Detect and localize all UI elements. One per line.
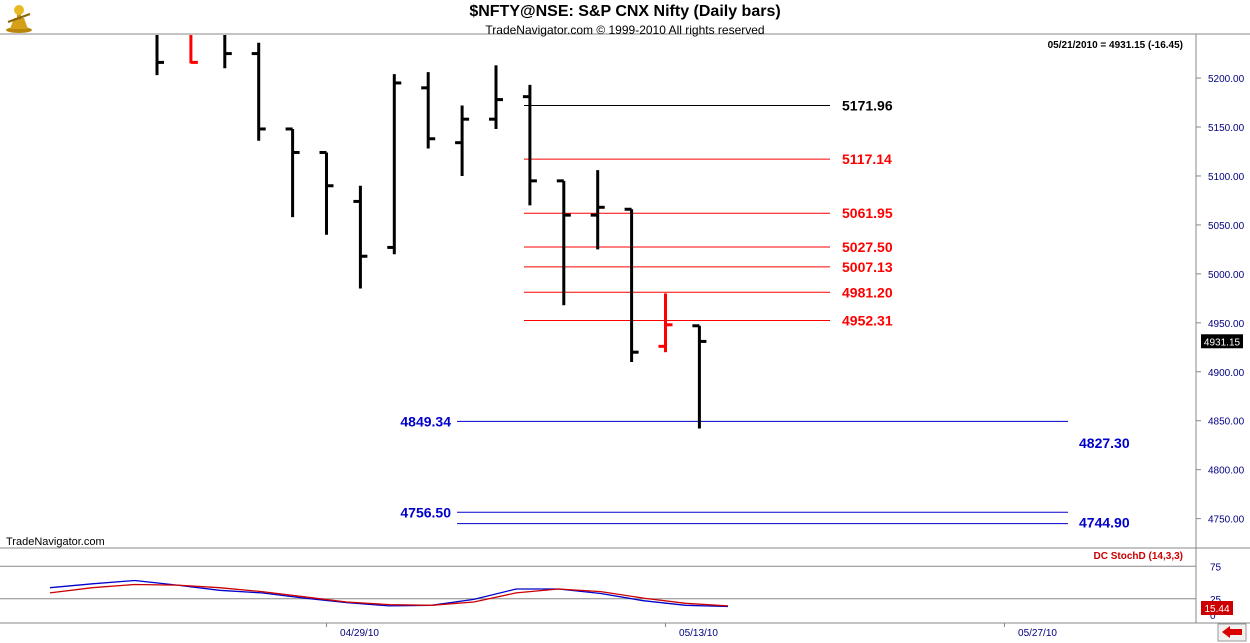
ohlc-bar	[658, 293, 673, 353]
price-badge: 4931.15	[1201, 334, 1243, 349]
ohlc-bar	[319, 150, 334, 235]
price-tick-label: 4900.00	[1208, 368, 1245, 379]
level-label: 4827.30	[1079, 435, 1130, 451]
price-panel: 4750.00 4800.00 4850.00 4900.00 4950.00 5000.…	[0, 33, 1250, 549]
stochastic-series-line	[49, 583, 729, 607]
stochastic-tick-label: 0	[1210, 611, 1216, 622]
level-label: 5171.96	[842, 98, 893, 114]
level-label: 4756.50	[400, 504, 451, 520]
stochastic-badge: 15.44	[1201, 601, 1233, 615]
ohlc-bar	[223, 35, 232, 69]
last-value-readout: 05/21/2010 = 4931.15 (-16.45)	[1048, 40, 1183, 51]
ohlc-bar	[522, 84, 537, 206]
chart-title: $NFTY@NSE: S&P CNX Nifty (Daily bars)	[469, 3, 781, 20]
price-tick-label: 5050.00	[1208, 221, 1245, 232]
price-tick-label: 4750.00	[1208, 515, 1245, 526]
x-tick-label: 05/27/10	[1018, 628, 1057, 639]
price-tick-label: 5000.00	[1208, 270, 1245, 281]
stochastic-series-line	[49, 579, 729, 608]
stochastic-tick-label: 25	[1210, 595, 1222, 606]
x-tick-label: 05/13/10	[679, 628, 718, 639]
stochastic-panel: 0 25 75 DC StochD (14,3,3) 15.44	[0, 548, 1250, 624]
level-label: 5061.95	[842, 205, 893, 221]
price-tick-label: 4800.00	[1208, 466, 1245, 477]
level-label: 5117.14	[842, 151, 892, 167]
price-tick-label: 5200.00	[1208, 74, 1245, 85]
price-tick-label: 5150.00	[1208, 123, 1245, 134]
price-tick-label: 5100.00	[1208, 172, 1245, 183]
price-tick-label: 4850.00	[1208, 417, 1245, 428]
level-label: 4952.31	[842, 313, 893, 329]
stochastic-tick-label: 75	[1210, 562, 1222, 573]
ohlc-bar	[590, 170, 605, 250]
ohlc-bar	[189, 35, 198, 64]
ohlc-bar	[285, 127, 300, 218]
watermark: TradeNavigator.com	[6, 536, 105, 548]
x-tick-label: 04/29/10	[340, 628, 379, 639]
price-badge-text: 4931.15	[1204, 337, 1241, 348]
level-label: 4849.34	[400, 413, 451, 429]
ohlc-bar	[421, 72, 436, 149]
level-label: 4981.20	[842, 284, 893, 300]
trade-navigator-logo-icon	[6, 5, 32, 33]
ohlc-bar	[155, 35, 164, 76]
scroll-right-arrow-icon[interactable]	[1217, 623, 1247, 642]
ohlc-bar	[692, 324, 707, 429]
ohlc-bar	[251, 42, 266, 141]
ohlc-bar	[387, 74, 402, 255]
ohlc-bar	[353, 185, 368, 289]
stochastic-badge-text: 15.44	[1204, 604, 1229, 615]
ohlc-bar	[556, 179, 571, 306]
ohlc-bar	[624, 207, 639, 362]
ohlc-bar	[489, 65, 503, 129]
ohlc-bar	[455, 105, 470, 176]
chart-copyright: TradeNavigator.com © 1999-2010 All right…	[485, 23, 765, 37]
level-label: 5007.13	[842, 259, 893, 275]
x-axis: 04/29/10 05/13/10 05/27/10	[326, 623, 1057, 639]
stochastic-title: DC StochD (14,3,3)	[1094, 551, 1183, 562]
price-tick-label: 4950.00	[1208, 319, 1245, 330]
level-label: 5027.50	[842, 239, 893, 255]
level-label: 4744.90	[1079, 515, 1130, 531]
